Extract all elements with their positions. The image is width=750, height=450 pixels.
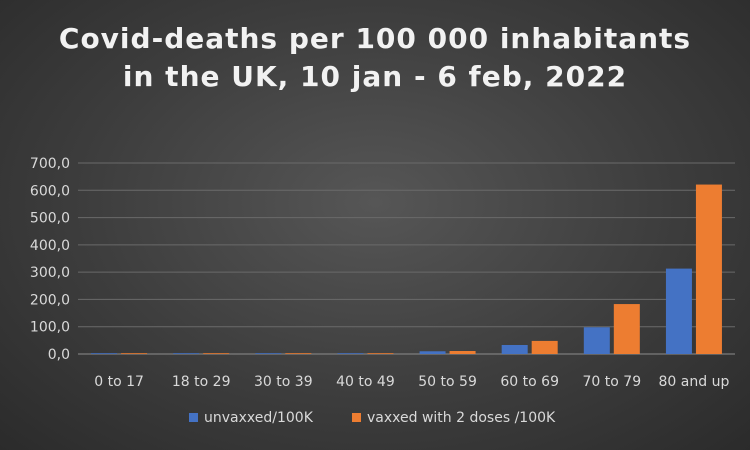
legend: unvaxxed/100K vaxxed with 2 doses /100K [189,410,556,426]
x-category-label: 70 to 79 [583,374,642,390]
bar-unvaxxed [255,353,282,354]
legend-entry: unvaxxed/100K [204,410,314,426]
x-category-label: 50 to 59 [418,374,477,390]
bar-unvaxxed [665,268,692,354]
y-axis-tick-labels: 0,0 100,0 200,0 300,0 400,0 500,0 600,0 700,0 [30,156,70,363]
bar-unvaxxed [419,351,446,354]
bar-unvaxxed [583,327,610,354]
bars [91,184,722,354]
bar-vaxxed [285,353,312,354]
x-category-label: 18 to 29 [172,374,231,390]
bar-vaxxed [449,350,476,354]
bar-vaxxed [613,304,640,354]
bar-vaxxed [367,353,394,354]
y-tick-label: 100,0 [30,320,70,336]
x-category-label: 80 and up [659,374,730,390]
bar-vaxxed [121,353,148,354]
x-category-label: 40 to 49 [336,374,395,390]
x-axis-category-labels: 0 to 17 18 to 29 30 to 39 40 to 49 50 to 59 6… [94,374,729,390]
legend-entry: vaxxed with 2 doses /100K [367,410,556,426]
y-tick-label: 400,0 [30,238,70,254]
x-category-label: 30 to 39 [254,374,313,390]
y-tick-label: 700,0 [30,156,70,172]
y-tick-label: 0,0 [48,347,70,363]
bar-unvaxxed [501,344,528,354]
y-tick-label: 600,0 [30,183,70,199]
bar-vaxxed [203,353,230,354]
x-category-label: 60 to 69 [500,374,559,390]
bar-unvaxxed [91,353,118,354]
legend-swatch [352,413,361,422]
y-tick-label: 500,0 [30,211,70,227]
y-tick-label: 300,0 [30,265,70,281]
bar-unvaxxed [337,353,364,354]
bar-vaxxed [531,340,558,354]
bar-unvaxxed [173,353,200,354]
chart-title: Covid-deaths per 100 000 inhabitants in … [58,22,692,93]
bar-vaxxed [695,184,722,354]
legend-swatch [189,413,198,422]
x-category-label: 0 to 17 [94,374,144,390]
y-tick-label: 200,0 [30,292,70,308]
gridlines [78,162,735,355]
